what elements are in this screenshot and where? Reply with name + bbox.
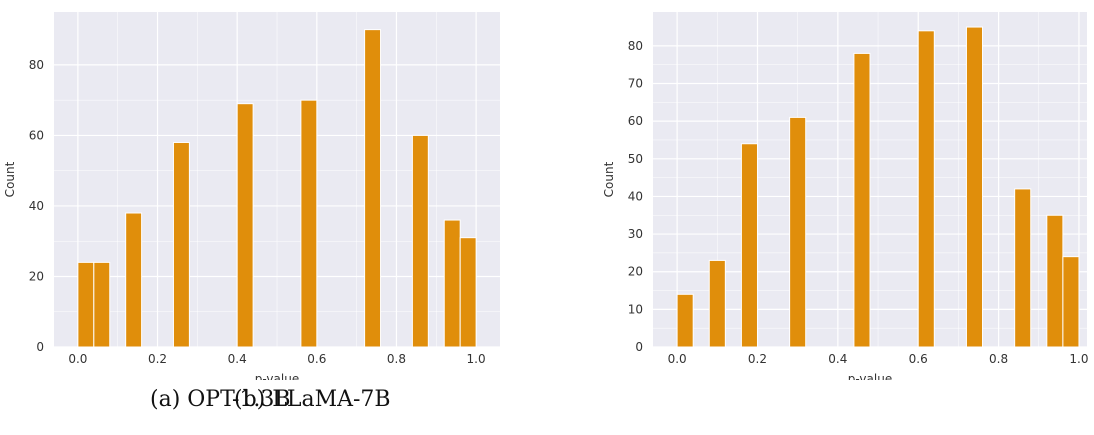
histogram-bar xyxy=(364,29,382,348)
caption-llama: (b) LLaMA-7B xyxy=(234,387,391,412)
histogram-bar xyxy=(853,52,871,348)
x-tick-label: 0.8 xyxy=(989,352,1008,366)
histogram-bar xyxy=(740,143,758,348)
histogram-bar xyxy=(443,219,461,348)
y-tick-label: 10 xyxy=(628,302,643,316)
y-tick-label: 50 xyxy=(628,152,643,166)
y-tick-label: 60 xyxy=(628,114,643,128)
x-axis-label: p-value xyxy=(255,372,299,380)
y-tick-label: 70 xyxy=(628,77,643,91)
histogram-bar xyxy=(917,30,935,348)
histogram-bar xyxy=(1046,214,1064,348)
y-axis-label: Count xyxy=(602,161,616,197)
histogram-bar xyxy=(965,26,984,348)
chart-panel-opt: 0.0 0.2 0.4 0.6 0.8 1.0 0 20 40 60 80 p-value Count … xyxy=(3,12,500,412)
chart-panel-llama: 0.0 0.2 0.4 0.6 0.8 1.0 0 10 20 30 40 50 60 70 80 p-val… xyxy=(234,0,1094,435)
histogram-bar xyxy=(459,237,477,348)
histogram-bar xyxy=(236,103,254,348)
histogram-bar xyxy=(708,259,726,348)
histogram-bar xyxy=(1014,188,1032,348)
histogram-bar xyxy=(125,212,143,348)
histogram-bar xyxy=(411,134,429,348)
y-tick-label: 60 xyxy=(29,128,44,142)
y-tick-label: 30 xyxy=(628,227,643,241)
y-tick-label: 20 xyxy=(29,269,44,283)
x-tick-label: 0.2 xyxy=(148,352,167,366)
histogram-bar xyxy=(676,293,694,348)
x-tick-label: 0.6 xyxy=(307,352,326,366)
y-tick-label: 20 xyxy=(628,265,643,279)
x-tick-label: 0.0 xyxy=(668,352,687,366)
x-tick-label: 1.0 xyxy=(467,352,486,366)
y-axis-label: Count xyxy=(3,161,17,197)
x-tick-label: 0.2 xyxy=(748,352,767,366)
histogram-bar xyxy=(789,116,807,348)
x-tick-label: 0.4 xyxy=(828,352,847,366)
histogram-bar xyxy=(1062,256,1080,348)
histogram-bar xyxy=(300,99,318,348)
x-tick-label: 0.4 xyxy=(228,352,247,366)
histogram-bar xyxy=(77,261,95,348)
y-tick-label: 0 xyxy=(635,340,643,354)
x-tick-label: 0.0 xyxy=(68,352,87,366)
x-axis-label: p-value xyxy=(848,372,892,380)
histogram-opt-svg: 0.0 0.2 0.4 0.6 0.8 1.0 0 20 40 60 80 p-value Count xyxy=(3,12,500,380)
x-tick-label: 0.8 xyxy=(387,352,406,366)
y-tick-label: 80 xyxy=(29,58,44,72)
y-tick-label: 40 xyxy=(29,199,44,213)
histogram-llama-svg: 0.0 0.2 0.4 0.6 0.8 1.0 0 10 20 30 40 50 60 70 80 p-val… xyxy=(602,12,1089,380)
y-tick-label: 40 xyxy=(628,189,643,203)
histogram-bar xyxy=(93,261,111,348)
caption-opt: (a) OPT-1.3B xyxy=(150,387,291,412)
y-tick-label: 0 xyxy=(36,340,44,354)
histogram-bar xyxy=(172,141,190,348)
y-tick-label: 80 xyxy=(628,39,643,53)
x-tick-label: 1.0 xyxy=(1069,352,1088,366)
x-tick-label: 0.6 xyxy=(909,352,928,366)
